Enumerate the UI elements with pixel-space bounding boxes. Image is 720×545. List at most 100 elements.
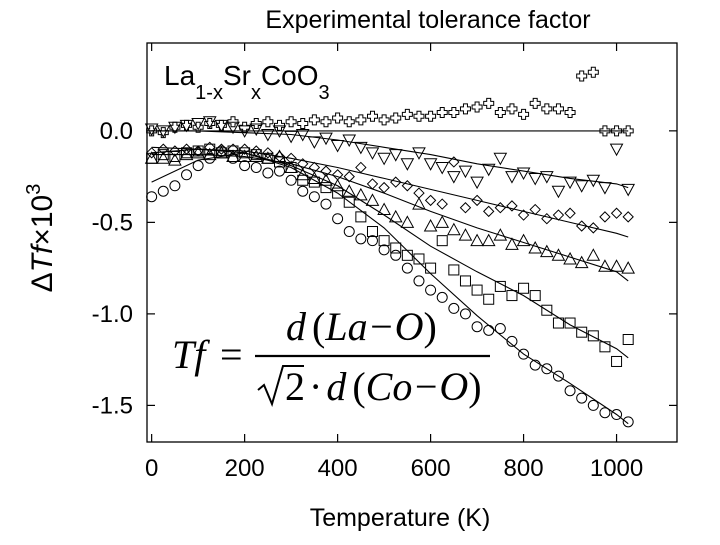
formula-num-inner: La−O	[324, 304, 423, 349]
data-point-triangle-up	[295, 167, 310, 181]
data-point-triangle-up	[365, 193, 380, 206]
data-point-triangle-down	[354, 141, 368, 155]
data-point-cross	[169, 121, 181, 133]
data-point-triangle-down	[435, 161, 450, 175]
data-point-square	[611, 355, 623, 367]
x-axis-label: Temperature (K)	[310, 504, 491, 532]
data-point-diamond	[436, 198, 448, 210]
data-point-triangle-down	[261, 129, 275, 142]
data-point-cross	[413, 110, 425, 122]
data-point-square	[343, 196, 355, 208]
data-point-diamond	[297, 158, 309, 170]
data-point-square	[564, 317, 576, 329]
data-point-circle	[576, 392, 588, 404]
data-point-diamond	[622, 211, 634, 223]
data-point-cross	[239, 121, 251, 133]
data-point-triangle-down	[330, 139, 345, 153]
data-point-triangle-down	[551, 185, 566, 199]
data-point-circle	[239, 160, 251, 172]
data-point-triangle-up	[423, 218, 438, 232]
data-point-square	[390, 242, 402, 254]
data-point-triangle-up	[412, 197, 426, 210]
data-point-circle	[343, 226, 355, 238]
data-point-triangle-up	[516, 233, 531, 247]
data-point-cross	[274, 119, 285, 131]
data-point-triangle-up	[319, 173, 333, 186]
data-point-diamond	[401, 180, 414, 192]
x-tick-label: 400	[318, 455, 358, 482]
data-point-cross	[250, 118, 262, 130]
data-point-circle	[285, 174, 297, 186]
data-point-diamond	[180, 143, 193, 155]
data-point-circle	[436, 291, 448, 303]
data-point-diamond	[238, 143, 251, 155]
data-point-triangle-up	[226, 149, 240, 162]
ann-coo: CoO	[261, 60, 319, 91]
data-point-square	[541, 304, 553, 316]
data-point-cross	[181, 119, 193, 131]
ann-sub-1: 1-x	[195, 82, 223, 104]
data-point-diamond	[564, 207, 576, 219]
data-point-triangle-up	[261, 151, 275, 164]
data-point-cross	[227, 116, 239, 128]
data-point-diamond	[169, 145, 181, 157]
data-point-square	[401, 249, 413, 261]
data-point-diamond	[552, 209, 565, 221]
data-point-triangle-up	[237, 149, 252, 162]
data-point-diamond	[366, 178, 379, 190]
formula-denominator: 2 · d (Co−O)	[285, 364, 482, 409]
data-point-triangle-down	[621, 183, 636, 197]
data-point-cross	[401, 108, 413, 120]
data-point-triangle-down	[586, 174, 601, 188]
data-point-cross	[146, 125, 158, 137]
svg-text:ΔTf×103: ΔTf×103	[23, 184, 59, 293]
formula-numerator: d (La−O)	[286, 304, 437, 349]
data-point-circle	[157, 185, 169, 197]
data-point-triangle-down	[388, 149, 403, 162]
data-point-circle	[622, 416, 634, 428]
data-point-diamond	[285, 152, 297, 165]
x-tick-label: 0	[145, 455, 158, 482]
tolerance-formula: Tf = d (La−O) 2 · d (Co−O)	[172, 304, 490, 409]
data-point-square	[552, 317, 564, 329]
data-point-triangle-down	[481, 163, 496, 177]
data-point-cross	[541, 103, 553, 115]
data-point-triangle-up	[446, 222, 461, 236]
data-point-triangle-down	[307, 136, 322, 149]
data-point-triangle-down	[528, 172, 543, 186]
data-point-triangle-down	[609, 143, 624, 157]
data-point-triangle-down	[342, 134, 357, 148]
data-point-cross	[587, 66, 599, 78]
data-point-triangle-down	[412, 147, 426, 160]
x-tick-label: 200	[225, 455, 265, 482]
data-point-square	[378, 235, 390, 247]
data-point-triangle-up	[435, 215, 450, 228]
data-point-triangle-down	[400, 158, 415, 171]
data-point-triangle-up	[388, 209, 403, 223]
data-point-diamond	[320, 165, 332, 177]
data-point-triangle-up	[505, 237, 519, 250]
data-point-square	[239, 147, 251, 159]
data-point-square	[494, 280, 506, 292]
data-point-cross	[564, 107, 576, 119]
data-point-circle	[146, 191, 158, 203]
data-point-triangle-up	[551, 248, 566, 261]
y-label-delta: Δ	[26, 272, 59, 292]
data-point-triangle-up	[307, 171, 322, 184]
y-tick-label: -1.0	[92, 301, 133, 328]
data-point-cross	[471, 101, 483, 113]
y-label-exponent: 3	[23, 184, 45, 195]
data-point-cross	[436, 107, 448, 119]
data-point-diamond	[483, 205, 495, 218]
data-point-circle	[483, 324, 495, 336]
data-point-cross	[459, 103, 471, 115]
data-point-square	[448, 264, 460, 276]
data-point-diamond	[599, 211, 611, 223]
data-point-diamond	[610, 207, 623, 219]
data-point-cross	[576, 70, 588, 82]
data-point-circle	[274, 165, 285, 177]
data-point-cross	[297, 118, 309, 130]
data-point-triangle-up	[470, 233, 484, 247]
data-point-diamond	[308, 161, 321, 174]
data-point-diamond	[273, 150, 286, 163]
